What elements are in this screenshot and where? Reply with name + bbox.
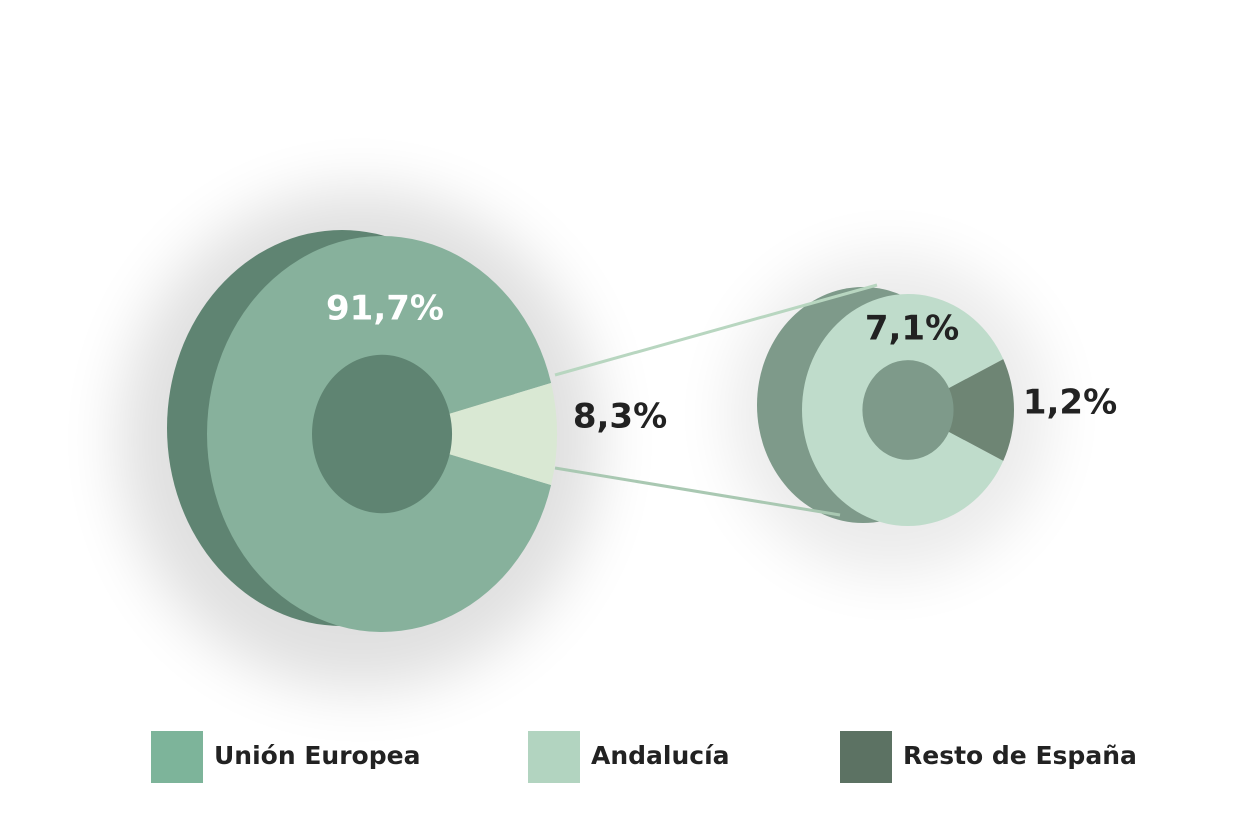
pie-slice [206,236,552,633]
value-label: 8,3% [573,397,667,437]
pie-slice [948,359,1015,461]
pie-slice [802,293,1004,526]
legend: Unión Europea Andalucía Resto de España [151,731,1137,783]
legend-label: Resto de España [903,741,1137,770]
legend-swatch [151,731,203,783]
legend-label: Andalucía [591,741,730,770]
value-label: 91,7% [326,289,444,329]
legend-label: Unión Europea [214,741,420,770]
connector [554,283,878,377]
value-label: 1,2% [1023,383,1117,423]
pies [206,236,1015,633]
legend-swatch [528,731,580,783]
value-label: 7,1% [865,309,959,349]
legend-swatch [840,731,892,783]
labels: 91,7% 8,3% 7,1% 1,2% [326,289,1117,437]
connector [554,466,841,517]
pie-slice [449,382,557,486]
